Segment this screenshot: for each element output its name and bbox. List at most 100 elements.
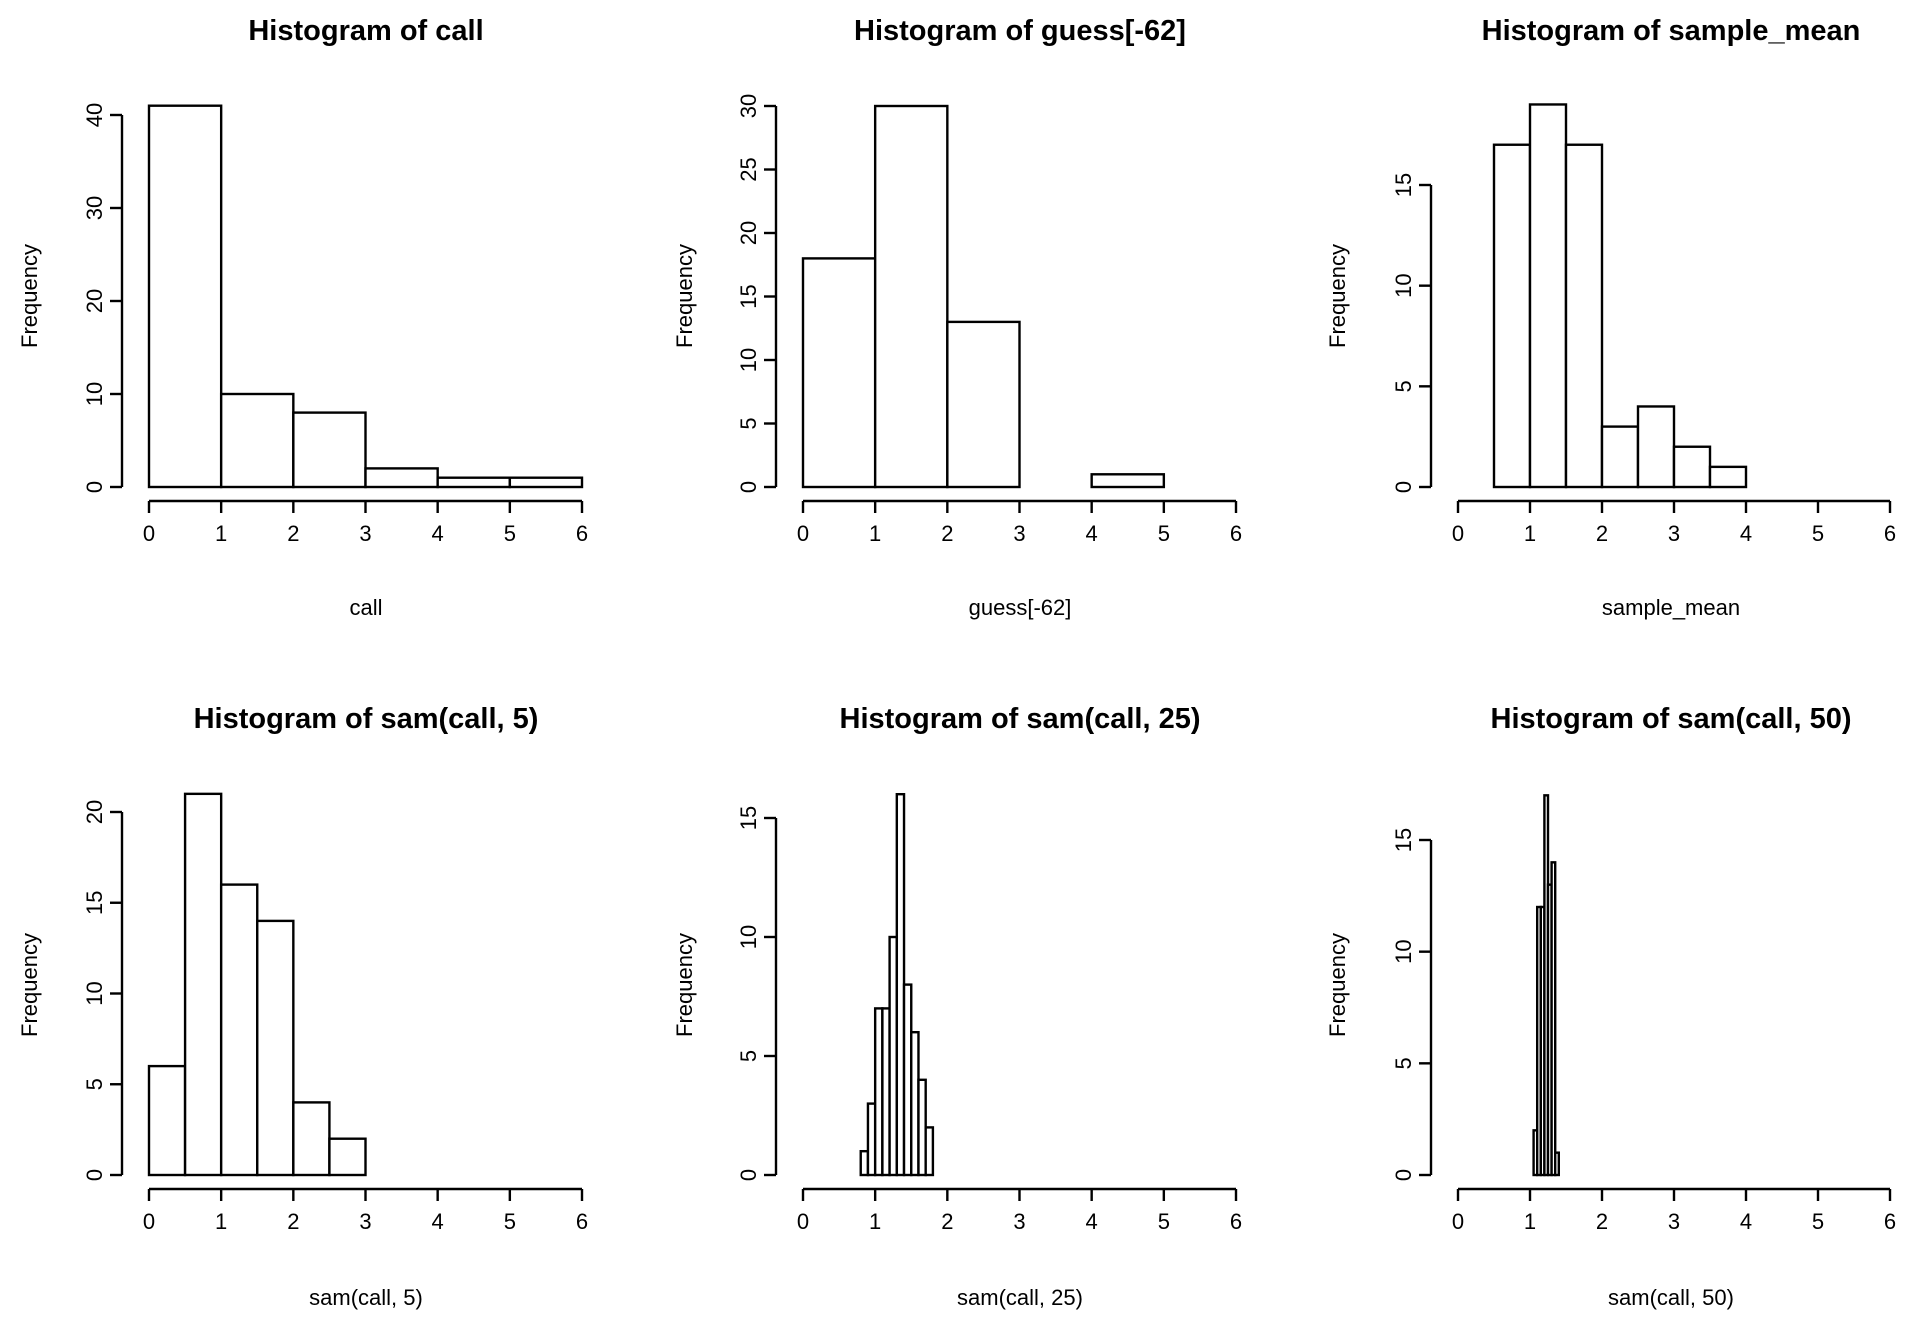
y-tick-label: 10 bbox=[1391, 939, 1416, 963]
y-tick-label: 0 bbox=[736, 481, 761, 493]
x-tick-label: 1 bbox=[869, 521, 881, 546]
x-tick-label: 1 bbox=[215, 1209, 227, 1234]
x-axis-label: guess[-62] bbox=[969, 595, 1072, 620]
histogram-bar bbox=[292, 1101, 331, 1177]
panel-sample-mean: Histogram of sample_mean sample_mean Fre… bbox=[1325, 15, 1896, 620]
y-tick-label: 10 bbox=[1391, 273, 1416, 297]
y-tick-labels: 0 10 20 30 40 bbox=[82, 103, 107, 493]
x-tick-label: 6 bbox=[1884, 1209, 1896, 1234]
histogram-bar bbox=[1553, 1151, 1560, 1177]
histogram-bar bbox=[946, 320, 1021, 489]
histogram-bar bbox=[1550, 861, 1557, 1177]
histogram-bar bbox=[183, 792, 223, 1177]
histogram-bar bbox=[147, 1064, 187, 1177]
x-tick-label: 4 bbox=[1086, 521, 1098, 546]
panel-sam-call-5: Histogram of sam(call, 5) sam(call, 5) F… bbox=[17, 703, 588, 1310]
bars bbox=[147, 792, 367, 1177]
axes bbox=[764, 104, 1238, 513]
y-tick-label: 20 bbox=[82, 800, 107, 824]
y-tick-label: 15 bbox=[1391, 828, 1416, 852]
x-axis-label: sam(call, 25) bbox=[957, 1285, 1083, 1310]
y-tick-label: 0 bbox=[1391, 481, 1416, 493]
x-tick-label: 1 bbox=[869, 1209, 881, 1234]
axes bbox=[1419, 183, 1892, 513]
panel-sam-call-50: Histogram of sam(call, 50) sam(call, 50)… bbox=[1325, 703, 1896, 1310]
x-tick-label: 5 bbox=[504, 1209, 516, 1234]
panel-sam-call-25: Histogram of sam(call, 25) sam(call, 25)… bbox=[672, 703, 1242, 1310]
x-tick-label: 5 bbox=[1812, 1209, 1824, 1234]
histogram-bar bbox=[292, 411, 367, 489]
bars bbox=[801, 104, 1166, 489]
x-tick-label: 4 bbox=[432, 1209, 444, 1234]
histogram-bar bbox=[508, 476, 584, 489]
x-axis-label: call bbox=[349, 595, 382, 620]
histogram-bar bbox=[1600, 425, 1640, 489]
histogram-bar bbox=[1672, 445, 1712, 489]
x-axis-label: sample_mean bbox=[1602, 595, 1740, 620]
y-tick-label: 5 bbox=[1391, 380, 1416, 392]
y-tick-label: 15 bbox=[736, 284, 761, 308]
x-tick-label: 6 bbox=[1884, 521, 1896, 546]
y-tick-label: 15 bbox=[1391, 173, 1416, 197]
y-tick-labels: 0 5 10 15 bbox=[1391, 828, 1416, 1181]
histogram-bar bbox=[1492, 143, 1532, 489]
x-tick-labels: 0 1 2 3 4 5 6 bbox=[143, 1209, 588, 1234]
axes bbox=[110, 113, 584, 513]
x-tick-label: 6 bbox=[576, 1209, 588, 1234]
y-axis-label: Frequency bbox=[17, 933, 42, 1037]
x-tick-labels: 0 1 2 3 4 5 6 bbox=[797, 1209, 1242, 1234]
histogram-bar bbox=[328, 1137, 367, 1177]
axes bbox=[110, 810, 584, 1201]
x-tick-label: 0 bbox=[1452, 1209, 1464, 1234]
axes bbox=[1419, 838, 1892, 1201]
x-tick-label: 3 bbox=[359, 521, 371, 546]
x-tick-label: 1 bbox=[1524, 1209, 1536, 1234]
histogram-bar bbox=[1564, 143, 1604, 489]
y-tick-label: 15 bbox=[736, 806, 761, 830]
x-tick-label: 2 bbox=[941, 1209, 953, 1234]
y-axis-label: Frequency bbox=[1325, 933, 1350, 1037]
x-axis-label: sam(call, 50) bbox=[1608, 1285, 1734, 1310]
x-tick-label: 3 bbox=[1668, 521, 1680, 546]
y-axis-label: Frequency bbox=[672, 244, 697, 348]
y-tick-labels: 0 5 10 15 20 bbox=[82, 800, 107, 1181]
y-tick-label: 15 bbox=[82, 891, 107, 915]
panel-title: Histogram of sample_mean bbox=[1482, 15, 1861, 47]
x-tick-label: 3 bbox=[1013, 521, 1025, 546]
x-tick-labels: 0 1 2 3 4 5 6 bbox=[1452, 521, 1896, 546]
x-tick-label: 0 bbox=[797, 1209, 809, 1234]
histogram-bar bbox=[219, 392, 295, 489]
x-tick-label: 3 bbox=[1668, 1209, 1680, 1234]
x-tick-label: 4 bbox=[1740, 521, 1752, 546]
x-tick-label: 0 bbox=[143, 1209, 155, 1234]
y-tick-label: 20 bbox=[736, 221, 761, 245]
x-tick-label: 2 bbox=[941, 521, 953, 546]
x-tick-label: 3 bbox=[359, 1209, 371, 1234]
bars bbox=[147, 104, 584, 489]
panel-title: Histogram of guess[-62] bbox=[854, 15, 1186, 47]
panel-call: Histogram of call call Frequency 0102030… bbox=[17, 15, 588, 620]
histogram-bar bbox=[436, 476, 512, 489]
y-tick-labels: 0 5 10 15 bbox=[1391, 173, 1416, 493]
histogram-bar bbox=[1708, 465, 1748, 489]
y-tick-label: 40 bbox=[82, 103, 107, 127]
histogram-bar bbox=[147, 104, 223, 489]
x-tick-label: 4 bbox=[1086, 1209, 1098, 1234]
x-tick-labels: 0 1 2 3 4 5 6 bbox=[1452, 1209, 1896, 1234]
y-tick-labels: 0 5 10 15 bbox=[736, 806, 761, 1181]
y-tick-label: 0 bbox=[736, 1169, 761, 1181]
x-tick-label: 0 bbox=[797, 521, 809, 546]
x-tick-label: 1 bbox=[1524, 521, 1536, 546]
histogram-bar bbox=[873, 104, 949, 489]
axes bbox=[764, 816, 1238, 1201]
y-tick-label: 5 bbox=[736, 417, 761, 429]
y-tick-label: 10 bbox=[736, 348, 761, 372]
x-tick-label: 2 bbox=[287, 1209, 299, 1234]
x-tick-label: 4 bbox=[1740, 1209, 1752, 1234]
x-tick-labels: 0 1 2 3 4 5 6 bbox=[143, 521, 588, 546]
x-tick-label: 1 bbox=[215, 521, 227, 546]
bars bbox=[1492, 103, 1748, 489]
y-tick-labels: 0 5 10 15 20 25 30 bbox=[736, 94, 761, 493]
histogram-bar bbox=[256, 919, 295, 1177]
